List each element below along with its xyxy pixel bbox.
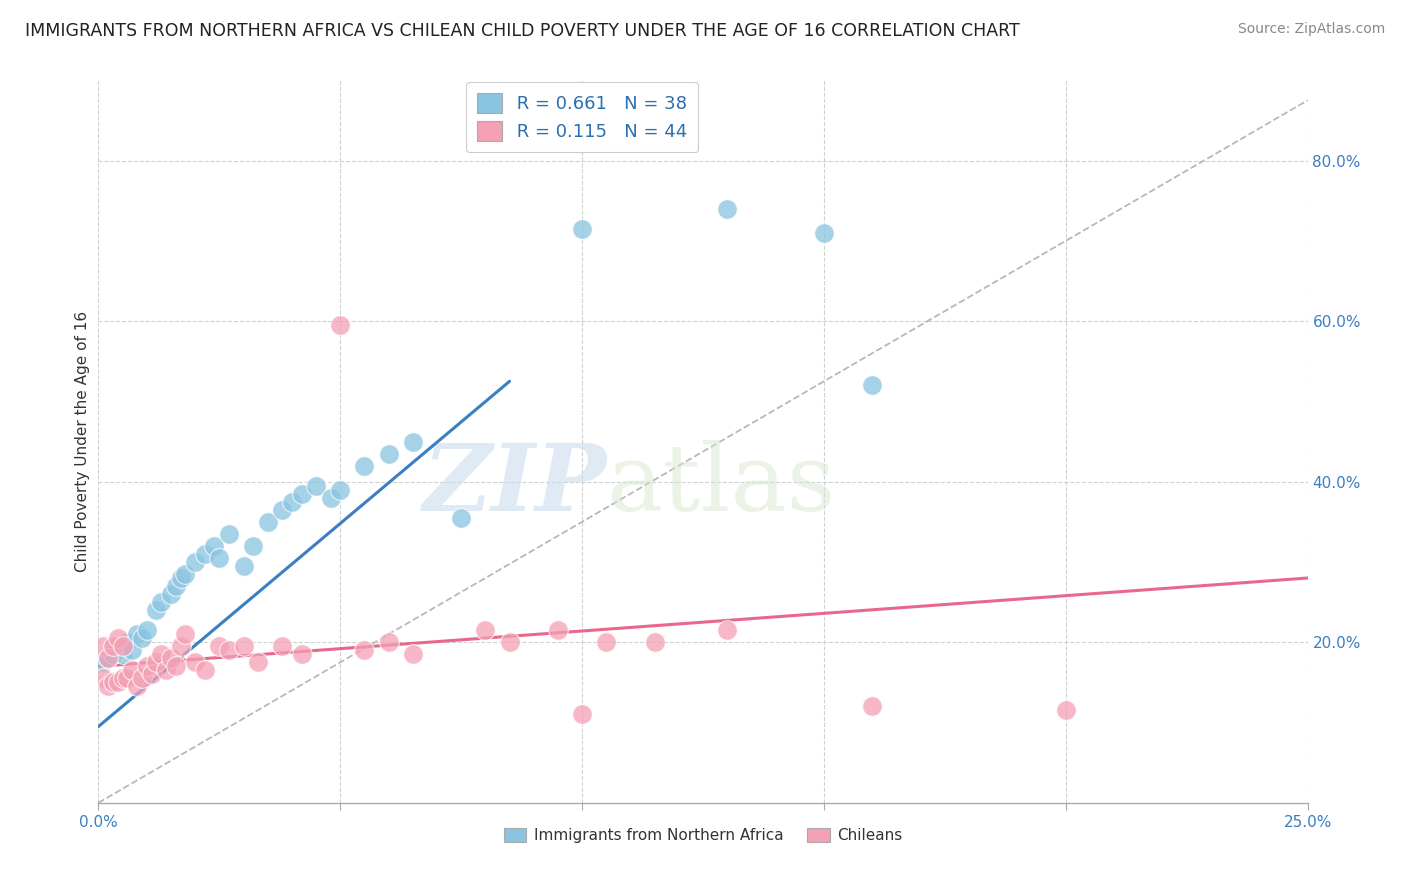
Legend: Immigrants from Northern Africa, Chileans: Immigrants from Northern Africa, Chilean… bbox=[498, 822, 908, 849]
Point bbox=[184, 655, 207, 669]
Point bbox=[155, 664, 177, 678]
Point bbox=[145, 655, 167, 669]
Point bbox=[208, 550, 231, 566]
Point bbox=[716, 623, 738, 637]
Point bbox=[160, 587, 183, 601]
Point bbox=[716, 202, 738, 216]
Point bbox=[111, 648, 134, 662]
Point bbox=[813, 226, 835, 240]
Point bbox=[131, 632, 153, 646]
Point bbox=[329, 318, 352, 332]
Y-axis label: Child Poverty Under the Age of 16: Child Poverty Under the Age of 16 bbox=[75, 311, 90, 572]
Point bbox=[319, 491, 342, 505]
Point bbox=[131, 671, 153, 685]
Point bbox=[402, 648, 425, 662]
Point bbox=[107, 675, 129, 690]
Point bbox=[232, 639, 254, 653]
Point bbox=[165, 579, 187, 593]
Point bbox=[247, 655, 270, 669]
Point bbox=[145, 603, 167, 617]
Point bbox=[111, 639, 134, 653]
Point bbox=[256, 515, 278, 529]
Point bbox=[644, 635, 666, 649]
Point bbox=[135, 659, 157, 673]
Point bbox=[107, 639, 129, 653]
Point bbox=[208, 639, 231, 653]
Point bbox=[860, 699, 883, 714]
Point bbox=[117, 671, 139, 685]
Point bbox=[329, 483, 352, 497]
Point bbox=[353, 458, 375, 473]
Text: IMMIGRANTS FROM NORTHERN AFRICA VS CHILEAN CHILD POVERTY UNDER THE AGE OF 16 COR: IMMIGRANTS FROM NORTHERN AFRICA VS CHILE… bbox=[25, 22, 1021, 40]
Point bbox=[184, 555, 207, 569]
Point bbox=[169, 571, 191, 585]
Point bbox=[271, 639, 294, 653]
Point bbox=[571, 222, 593, 236]
Point bbox=[97, 651, 120, 665]
Point bbox=[571, 707, 593, 722]
Point bbox=[91, 639, 114, 653]
Point bbox=[160, 651, 183, 665]
Point bbox=[547, 623, 569, 637]
Point bbox=[218, 643, 240, 657]
Point bbox=[271, 502, 294, 516]
Point bbox=[97, 651, 120, 665]
Point bbox=[377, 446, 399, 460]
Point bbox=[127, 680, 149, 694]
Point bbox=[1054, 703, 1077, 717]
Point bbox=[101, 648, 124, 662]
Point bbox=[353, 643, 375, 657]
Point bbox=[194, 664, 217, 678]
Point bbox=[232, 558, 254, 574]
Point bbox=[595, 635, 617, 649]
Point bbox=[204, 539, 226, 553]
Point bbox=[101, 639, 124, 653]
Point bbox=[150, 595, 173, 609]
Point bbox=[169, 639, 191, 653]
Text: ZIP: ZIP bbox=[422, 440, 606, 530]
Point bbox=[150, 648, 173, 662]
Point bbox=[135, 623, 157, 637]
Text: atlas: atlas bbox=[606, 440, 835, 530]
Point bbox=[242, 539, 264, 553]
Point bbox=[402, 434, 425, 449]
Point bbox=[107, 632, 129, 646]
Point bbox=[121, 664, 143, 678]
Point bbox=[97, 680, 120, 694]
Point bbox=[450, 510, 472, 524]
Point bbox=[91, 655, 114, 669]
Point bbox=[218, 526, 240, 541]
Point bbox=[498, 635, 520, 649]
Point bbox=[174, 567, 197, 582]
Point bbox=[194, 547, 217, 561]
Point bbox=[474, 623, 496, 637]
Point bbox=[117, 635, 139, 649]
Point bbox=[141, 667, 163, 681]
Point bbox=[165, 659, 187, 673]
Point bbox=[121, 643, 143, 657]
Point bbox=[305, 478, 328, 492]
Point bbox=[377, 635, 399, 649]
Point bbox=[290, 648, 312, 662]
Point bbox=[101, 675, 124, 690]
Point bbox=[860, 378, 883, 392]
Point bbox=[290, 486, 312, 500]
Point bbox=[127, 627, 149, 641]
Point bbox=[281, 494, 304, 508]
Point bbox=[111, 671, 134, 685]
Text: Source: ZipAtlas.com: Source: ZipAtlas.com bbox=[1237, 22, 1385, 37]
Point bbox=[91, 671, 114, 685]
Point bbox=[174, 627, 197, 641]
